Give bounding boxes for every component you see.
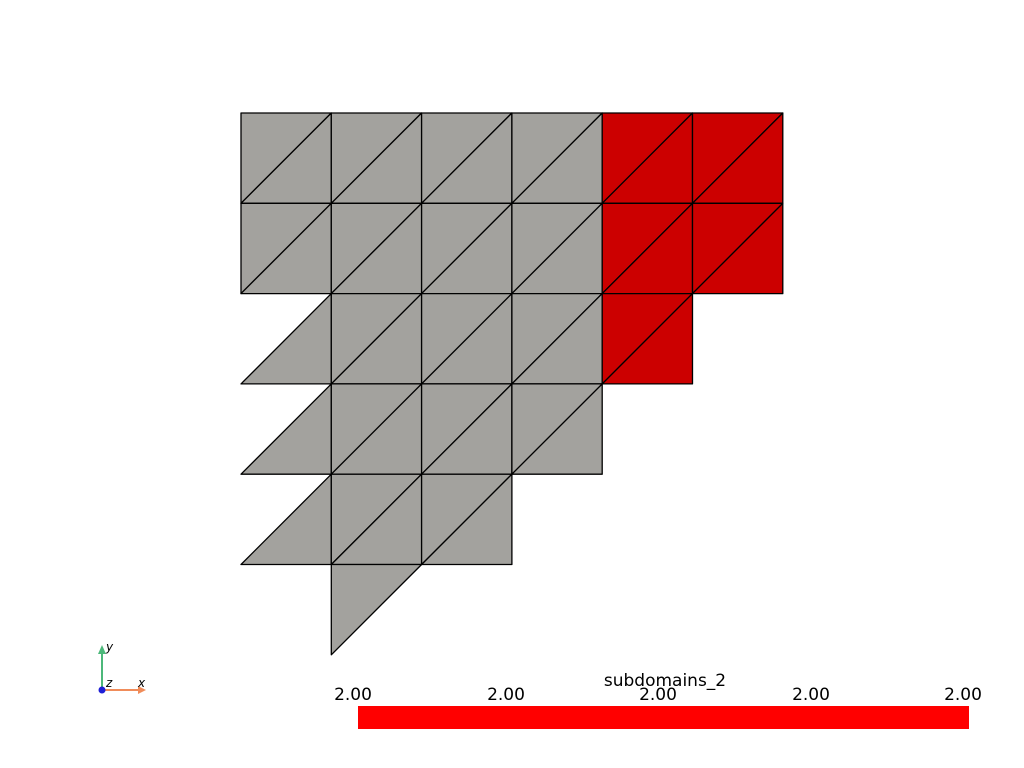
mesh[interactable] [240,112,784,656]
scalar-bar-tick-label: 2.00 [334,685,372,705]
mesh-triangle-red [601,292,694,385]
axis-z-dot [98,686,106,694]
scalar-bar-title: subdomains_2 [604,671,726,691]
scalar-bar: subdomains_2 2.00 2.00 2.00 2.00 2.00 [334,671,982,729]
scalar-bar-swatch [358,706,969,729]
scalar-bar-tick-label: 2.00 [487,685,525,705]
mesh-triangle [511,383,603,475]
scalar-bar-tick-label: 2.00 [792,685,830,705]
scalar-bar-tick-label: 2.00 [944,685,982,705]
axis-x-arrow [138,686,146,694]
mesh-triangle [420,473,513,566]
mesh-triangle [330,563,423,656]
orientation-axes: x y z [98,640,146,694]
axis-y-arrow [98,645,106,654]
mesh-triangle-red [691,202,784,295]
scalar-bar-tick-label: 2.00 [639,685,677,705]
axis-x-label: x [137,676,146,690]
axis-y-label: y [105,640,114,654]
axis-z-label: z [105,676,113,690]
